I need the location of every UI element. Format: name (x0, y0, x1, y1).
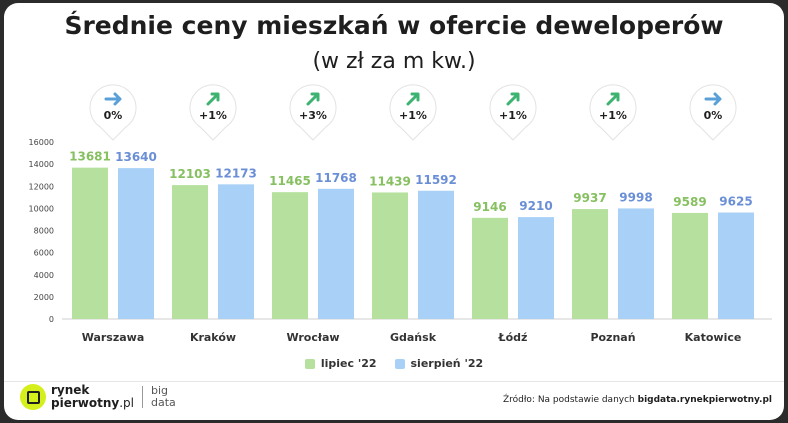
change-bubble (589, 84, 637, 141)
data-label: 11768 (315, 171, 357, 185)
change-label: +1% (499, 109, 527, 122)
legend-item-lipiec: lipiec '22 (304, 357, 377, 370)
arrow-up-icon (506, 93, 519, 106)
legend-label-lipiec: lipiec '22 (320, 357, 377, 370)
data-label: 13681 (69, 150, 111, 164)
change-bubble (389, 84, 437, 141)
x-category-label: Łódź (498, 331, 528, 344)
bar-sierpien (618, 208, 654, 319)
bigdata-logo: big data (151, 385, 176, 409)
x-category-label: Warszawa (82, 331, 145, 344)
big-line2: data (150, 396, 176, 409)
legend-swatch-lipiec (304, 358, 315, 369)
y-tick-label: 2000 (34, 293, 54, 302)
arrow-up-icon (206, 93, 219, 106)
bar-sierpien (318, 188, 354, 319)
change-label: +1% (599, 109, 627, 122)
big-line1: big (150, 384, 168, 397)
bar-sierpien (718, 212, 754, 319)
legend-label-sierpien: sierpień '22 (410, 357, 484, 370)
bar-sierpien (518, 217, 554, 319)
bar-sierpien (418, 190, 454, 319)
bar-lipiec (572, 209, 608, 319)
change-label: 0% (104, 109, 123, 122)
logo-text: rynek pierwotny.pl (51, 384, 134, 410)
change-label: 0% (704, 109, 723, 122)
y-tick-label: 0 (49, 315, 54, 324)
data-label: 12173 (215, 166, 257, 180)
bar-sierpien (218, 184, 254, 319)
logo-separator (141, 386, 143, 408)
arrow-up-head (510, 92, 520, 102)
x-category-label: Gdańsk (390, 331, 437, 344)
chart-legend: lipiec '22 sierpień '22 (4, 357, 784, 370)
source-link[interactable]: bigdata.rynekpierwotny.pl (637, 395, 772, 405)
logo-line1: rynek (51, 383, 90, 397)
data-label: 9589 (673, 195, 706, 209)
arrow-up-head (210, 92, 220, 102)
chart-title: Średnie ceny mieszkań w ofercie dewelope… (64, 11, 724, 40)
arrow-right-head (113, 92, 122, 106)
arrow-right-head (713, 92, 722, 106)
chart-frame: Średnie ceny mieszkań w ofercie dewelope… (4, 3, 784, 420)
bar-lipiec (472, 217, 508, 319)
data-label: 9937 (573, 191, 606, 205)
logo-line2: pierwotny (51, 396, 120, 410)
arrow-up-icon (406, 93, 419, 106)
data-label: 9146 (473, 200, 506, 214)
logo-suffix: .pl (119, 396, 134, 410)
arrow-up-icon (306, 93, 319, 106)
data-label: 9998 (619, 190, 652, 204)
arrow-up-head (310, 92, 320, 102)
source-prefix: Źródło: Na podstawie danych (502, 395, 635, 405)
x-category-label: Poznań (590, 331, 635, 344)
source-note: Źródło: Na podstawie danych bigdata.ryne… (503, 395, 772, 405)
bar-lipiec (172, 185, 208, 319)
y-tick-label: 4000 (34, 271, 54, 280)
data-label: 12103 (169, 167, 211, 181)
y-tick-label: 14000 (29, 160, 54, 169)
bar-lipiec (272, 192, 308, 319)
data-label: 11465 (269, 174, 311, 188)
data-label: 9625 (719, 195, 752, 209)
bar-sierpien (118, 168, 154, 319)
footer-divider (4, 381, 784, 382)
change-label: +3% (299, 109, 327, 122)
change-label: +1% (399, 109, 427, 122)
y-tick-label: 12000 (29, 182, 54, 191)
bar-lipiec (672, 212, 708, 319)
arrow-up-icon (606, 93, 619, 106)
y-tick-label: 16000 (29, 138, 54, 147)
y-tick-label: 6000 (34, 249, 54, 258)
data-label: 13640 (115, 150, 157, 164)
x-category-label: Kraków (190, 331, 236, 344)
change-bubble (89, 84, 137, 141)
logo-mark-icon (20, 384, 46, 410)
change-bubble (689, 84, 737, 141)
change-bubble (489, 84, 537, 141)
arrow-up-head (410, 92, 420, 102)
chart-subtitle: (w zł za m kw.) (312, 49, 476, 74)
legend-item-sierpien: sierpień '22 (394, 357, 484, 370)
data-label: 9210 (519, 199, 552, 213)
data-label: 11439 (369, 174, 411, 188)
change-bubble (189, 84, 237, 141)
legend-swatch-sierpien (394, 358, 405, 369)
y-tick-label: 8000 (34, 227, 54, 236)
change-label: +1% (199, 109, 227, 122)
bar-lipiec (72, 167, 108, 319)
x-category-label: Katowice (685, 331, 742, 344)
data-label: 11592 (415, 173, 457, 187)
bar-lipiec (372, 192, 408, 319)
bar-chart: 0 2000 4000 6000 8000 10000 12000 14000 16000 War… (29, 84, 772, 344)
rynekpierwotny-logo: rynek pierwotny.pl big data (20, 384, 176, 410)
change-bubble (289, 84, 337, 141)
y-tick-label: 10000 (29, 204, 54, 213)
arrow-up-head (610, 92, 620, 102)
x-category-label: Wrocław (286, 331, 339, 344)
